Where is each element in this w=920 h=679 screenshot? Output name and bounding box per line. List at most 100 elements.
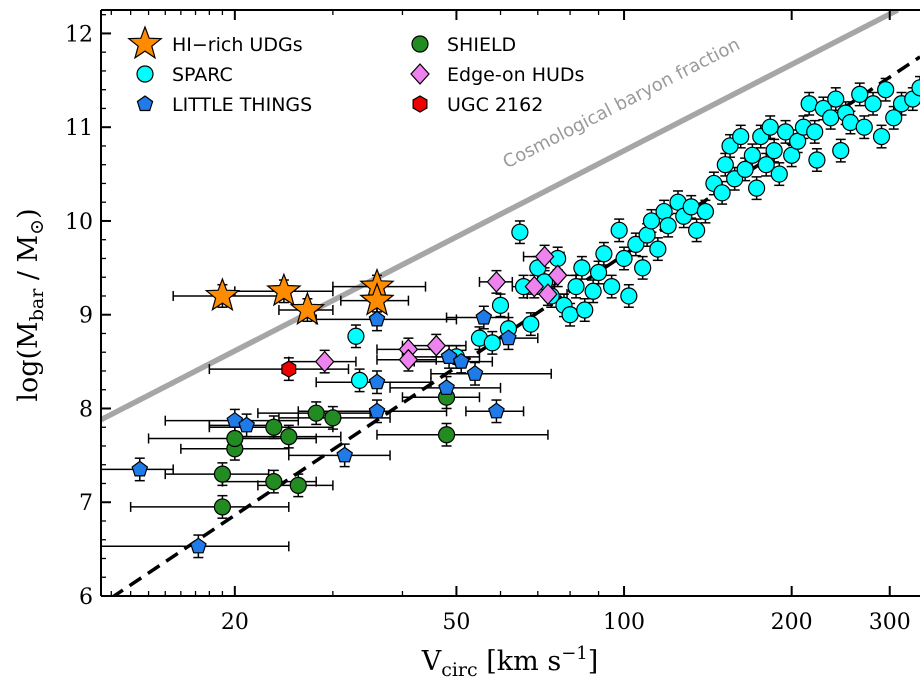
little-things-point (189, 537, 207, 554)
little-things-point (452, 352, 470, 369)
sparc-point (743, 146, 761, 164)
sparc-point (511, 223, 529, 241)
sparc-point (822, 109, 840, 127)
shield-point (213, 498, 232, 516)
sparc-point (627, 235, 645, 253)
sparc-point (642, 212, 661, 230)
sparc-point (877, 81, 895, 99)
shield-point (213, 465, 232, 483)
sparc-point (634, 259, 652, 277)
shield-point (324, 409, 342, 427)
legend-label: HI−rich UDGs (172, 34, 303, 56)
edge-on-huds-point (398, 348, 419, 371)
sparc-point (688, 221, 706, 239)
sparc-point (872, 127, 891, 146)
sparc-point (832, 142, 850, 160)
shield-point (226, 429, 244, 448)
sparc-point (610, 221, 628, 239)
little-things-point (368, 310, 386, 327)
sparc-point (885, 109, 903, 127)
little-things-point (438, 379, 455, 395)
legend: HI−rich UDGs SPARC LITTLE THINGS SHIELD Edge… (127, 25, 584, 116)
y-tick-label: 10 (65, 210, 93, 235)
legend-marker (412, 95, 428, 113)
sparc-point (713, 184, 731, 202)
ugc-2162-point (281, 360, 297, 378)
little-things-point (368, 402, 386, 419)
sparc-point (864, 95, 882, 113)
little-things-point (131, 460, 149, 477)
legend-marker-star (127, 25, 163, 60)
sparc-point (851, 85, 869, 103)
shield-point (437, 426, 456, 444)
sparc-point (573, 259, 591, 277)
sparc-point (584, 282, 602, 300)
little-things-point (238, 416, 255, 433)
y-tick-label: 6 (79, 585, 93, 610)
x-tick-label: 100 (603, 610, 645, 635)
legend-label: SHIELD (447, 34, 516, 56)
sparc-point (806, 123, 824, 141)
sparc-point (757, 156, 775, 174)
x-axis-title: Vcirc [km s−1] (421, 643, 599, 679)
sparc-point (567, 277, 585, 296)
sparc-point (716, 156, 734, 174)
sparc-point (603, 277, 621, 296)
sparc-point (620, 287, 638, 305)
shield-point (289, 476, 307, 494)
sparc-point (761, 118, 779, 136)
hi-rich-udgs-point (289, 291, 326, 326)
little-things-point (500, 329, 517, 346)
sparc-point (576, 301, 594, 319)
plot-background (101, 10, 920, 596)
y-tick-label: 8 (79, 397, 93, 422)
little-things-point (440, 348, 458, 364)
shield-point (265, 418, 283, 436)
y-tick-label: 12 (65, 22, 93, 47)
sparc-point (776, 123, 795, 141)
edge-on-huds-point (524, 275, 545, 298)
sparc-point (696, 202, 715, 221)
sparc-point (682, 198, 700, 216)
shield-point (307, 404, 325, 422)
sparc-point (483, 334, 501, 352)
sparc-point (770, 165, 788, 183)
shield-point (265, 473, 283, 491)
edge-on-huds-point (538, 283, 558, 305)
sparc-point (595, 245, 613, 263)
y-tick-label: 7 (79, 491, 93, 516)
edge-on-huds-point (534, 245, 555, 268)
sparc-point (732, 127, 750, 146)
y-axis-title: log(Mbar / M⊙) (13, 208, 48, 401)
edge-on-huds-point (314, 350, 335, 373)
sparc-point (522, 315, 540, 333)
legend-label: Edge-on HUDs (447, 64, 584, 86)
y-tick-label: 9 (79, 304, 93, 329)
hi-rich-udgs-point (359, 281, 395, 316)
sparc-point (350, 371, 369, 389)
sparc-point (561, 306, 579, 324)
sparc-point (748, 179, 766, 197)
sparc-point (765, 142, 783, 160)
sparc-point (347, 327, 365, 345)
sparc-point (491, 296, 510, 314)
little-things-point (466, 365, 484, 381)
sparc-point (615, 249, 633, 268)
little-things-point (368, 373, 386, 390)
edge-on-huds-point (486, 271, 507, 293)
sparc-point (855, 118, 873, 136)
legend-marker (411, 35, 429, 53)
x-tick-label: 50 (442, 610, 470, 635)
hi-rich-udgs-point (204, 277, 241, 312)
legend-label: UGC 2162 (447, 94, 543, 116)
sparc-point (649, 240, 667, 258)
sparc-point (736, 160, 754, 178)
sparc-point (655, 202, 673, 221)
sparc-point (589, 263, 608, 282)
sparc-point (659, 217, 677, 235)
legend-label: LITTLE THINGS (172, 94, 312, 116)
x-tick-label: 300 (869, 610, 911, 635)
little-things-point (475, 308, 493, 325)
baryon-fraction-line (101, 10, 899, 423)
